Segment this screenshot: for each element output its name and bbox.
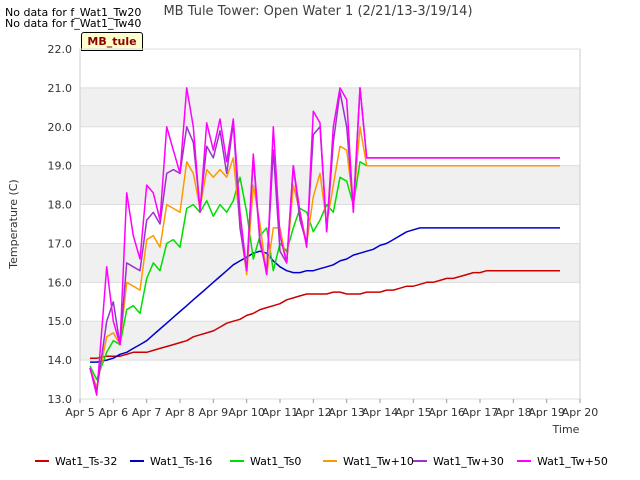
legend-label: Wat1_Ts0 bbox=[250, 454, 302, 468]
legend-swatch bbox=[517, 460, 531, 462]
y-tick-label: 15.0 bbox=[48, 315, 73, 328]
y-tick-label: 22.0 bbox=[48, 43, 73, 56]
x-tick-label: Apr 20 bbox=[562, 406, 599, 419]
chart-legend: Wat1_Ts-32 Wat1_Ts-16 Wat1_Ts0 Wat1_Tw+10 Wa… bbox=[0, 452, 640, 470]
legend-item: Wat1_Ts-16 bbox=[130, 452, 212, 470]
y-tick-label: 17.0 bbox=[48, 237, 73, 250]
legend-swatch bbox=[35, 460, 49, 462]
plot-background-bands bbox=[80, 87, 580, 361]
background-band bbox=[80, 243, 580, 283]
y-tick-label: 20.0 bbox=[48, 121, 73, 134]
no-data-note-tw20: No data for f_Wat1_Tw20 bbox=[5, 6, 142, 19]
x-tick-label: Apr 17 bbox=[462, 406, 499, 419]
legend-swatch bbox=[230, 460, 244, 462]
series-line-wat1-tw-50 bbox=[89, 87, 560, 396]
no-data-note-tw40: No data for f_Wat1_Tw40 bbox=[5, 17, 142, 30]
legend-item: Wat1_Tw+50 bbox=[517, 452, 608, 470]
x-axis-label: Time bbox=[552, 423, 580, 436]
x-tick-label: Apr 13 bbox=[328, 406, 365, 419]
y-tick-label: 19.0 bbox=[48, 160, 73, 173]
legend-item: Wat1_Tw+30 bbox=[413, 452, 504, 470]
y-axis-ticks: 13.0 14.0 15.0 16.0 17.0 18.0 19.0 20.0 21.0 22.0 bbox=[48, 43, 73, 406]
series-line-wat1-ts-32 bbox=[90, 269, 560, 359]
legend-swatch bbox=[413, 460, 427, 462]
y-tick-label: 16.0 bbox=[48, 276, 73, 289]
x-tick-label: Apr 11 bbox=[262, 406, 299, 419]
series-line-wat1-ts-16 bbox=[90, 227, 560, 363]
x-tick-label: Apr 7 bbox=[132, 406, 162, 419]
legend-item: Wat1_Ts0 bbox=[230, 452, 301, 470]
x-tick-label: Apr 10 bbox=[228, 406, 265, 419]
legend-label: Wat1_Tw+30 bbox=[433, 454, 504, 468]
background-band bbox=[80, 321, 580, 361]
y-tick-label: 13.0 bbox=[48, 393, 73, 406]
x-tick-label: Apr 16 bbox=[428, 406, 465, 419]
x-tick-label: Apr 8 bbox=[165, 406, 195, 419]
x-tick-label: Apr 19 bbox=[528, 406, 565, 419]
legend-label: Wat1_Tw+10 bbox=[343, 454, 414, 468]
x-tick-label: Apr 6 bbox=[99, 406, 129, 419]
x-tick-label: Apr 9 bbox=[199, 406, 229, 419]
x-tick-label: Apr 15 bbox=[395, 406, 432, 419]
y-tick-label: 14.0 bbox=[48, 354, 73, 367]
site-tag: MB_tule bbox=[81, 32, 143, 51]
y-tick-label: 18.0 bbox=[48, 199, 73, 212]
legend-label: Wat1_Tw+50 bbox=[537, 454, 608, 468]
legend-item: Wat1_Ts-32 bbox=[35, 452, 117, 470]
x-tick-label: Apr 14 bbox=[362, 406, 399, 419]
x-tick-label: Apr 5 bbox=[65, 406, 95, 419]
legend-label: Wat1_Ts-32 bbox=[55, 454, 118, 468]
legend-swatch bbox=[323, 460, 337, 462]
x-tick-label: Apr 18 bbox=[495, 406, 532, 419]
y-tick-label: 21.0 bbox=[48, 82, 73, 95]
chart-title: MB Tule Tower: Open Water 1 (2/21/13-3/1… bbox=[163, 4, 472, 19]
legend-label: Wat1_Ts-16 bbox=[150, 454, 213, 468]
legend-item: Wat1_Tw+10 bbox=[323, 452, 414, 470]
y-axis-label: Temperature (C) bbox=[7, 179, 20, 269]
legend-swatch bbox=[130, 460, 144, 462]
gridlines bbox=[80, 48, 580, 400]
background-band bbox=[80, 87, 580, 127]
x-tick-label: Apr 12 bbox=[295, 406, 332, 419]
series-lines bbox=[89, 87, 560, 396]
